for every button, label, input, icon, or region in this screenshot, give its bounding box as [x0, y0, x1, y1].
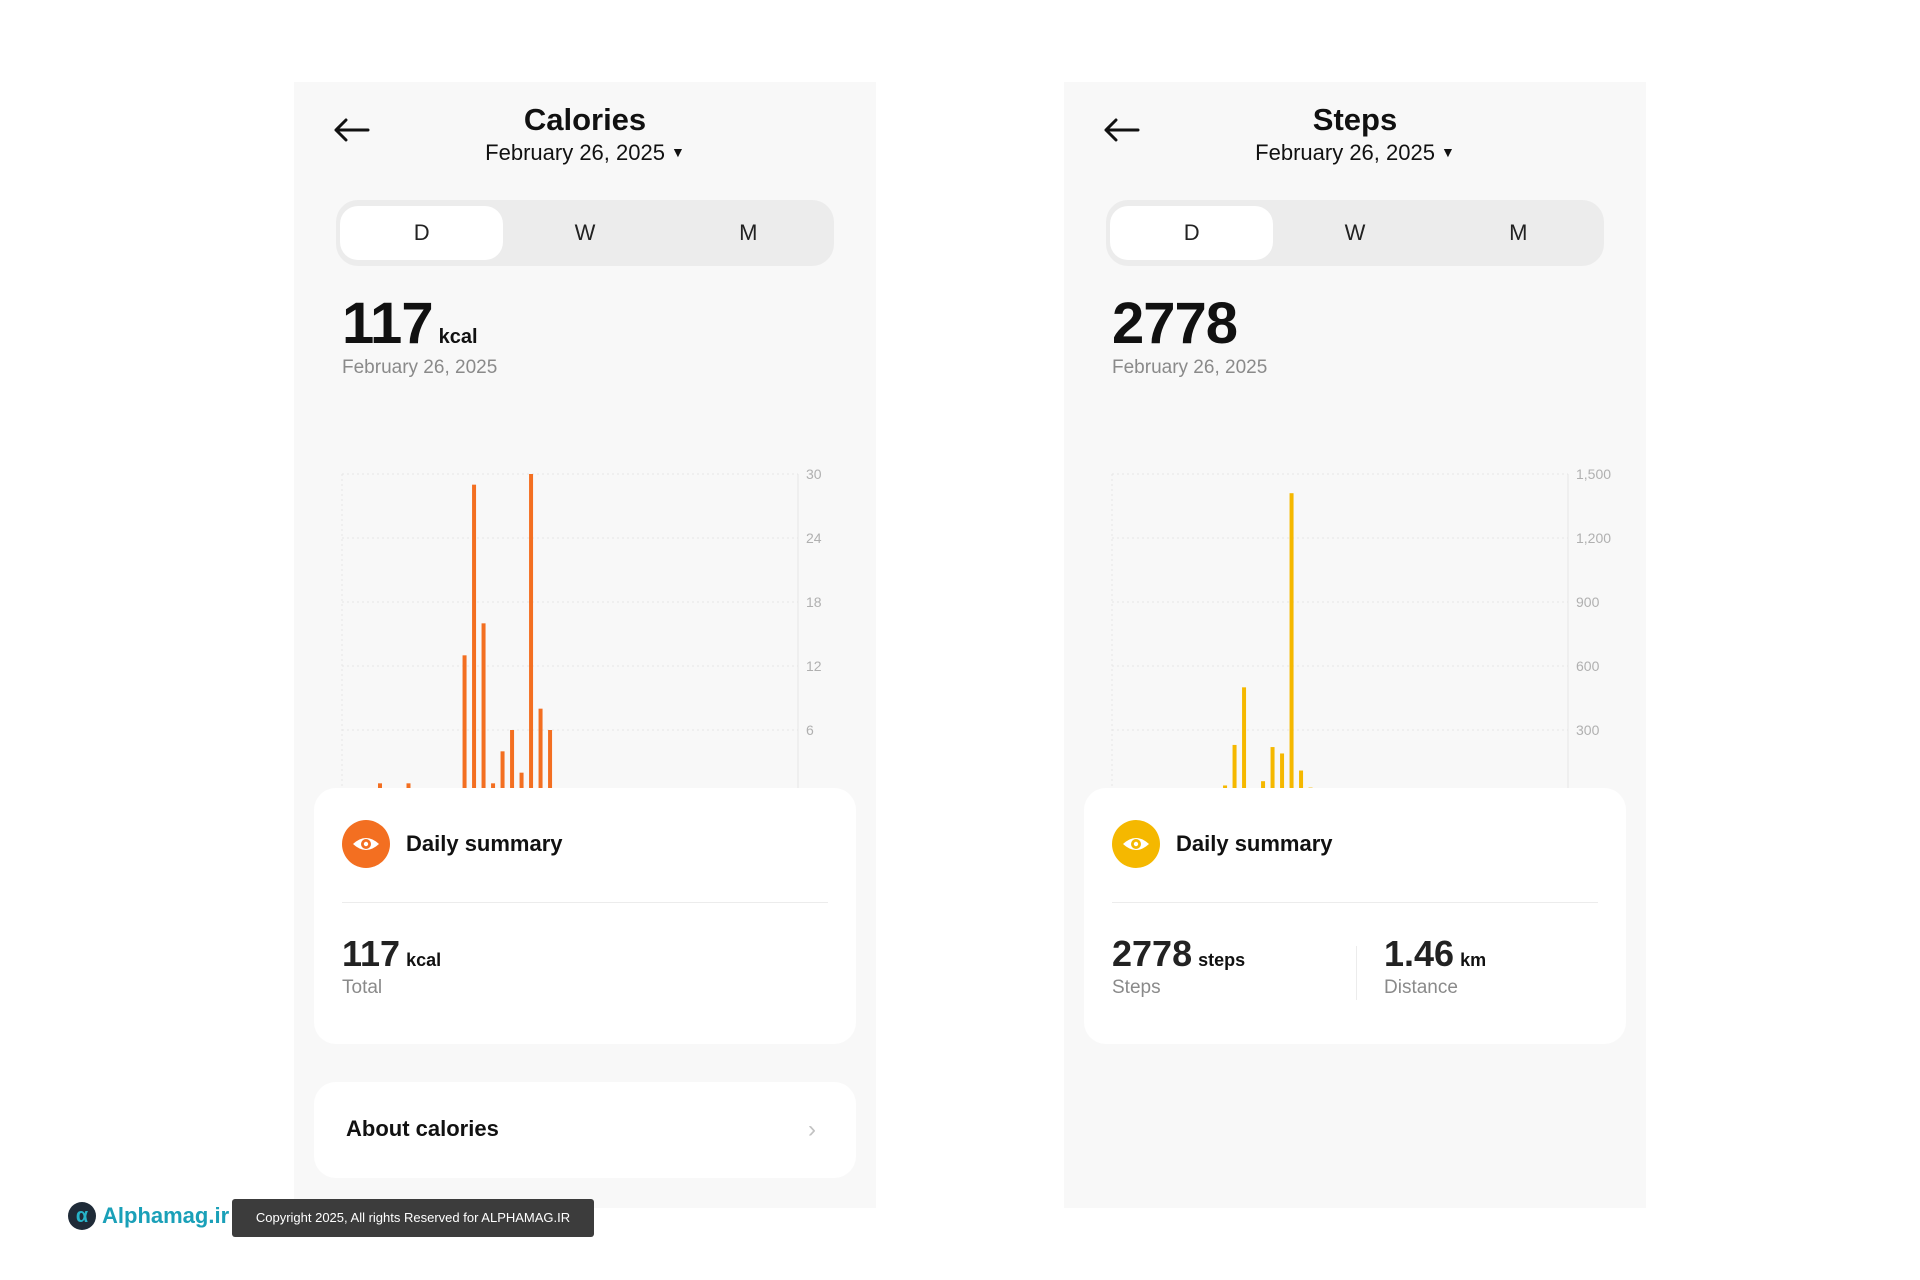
copyright-banner: Copyright 2025, All rights Reserved for … — [232, 1199, 594, 1237]
divider — [1112, 902, 1598, 903]
eye-icon — [1112, 820, 1160, 868]
y-tick-label: 600 — [1576, 658, 1600, 674]
caret-down-icon: ▼ — [670, 144, 685, 160]
tab-day[interactable]: D — [1110, 206, 1274, 260]
calories-screen: Calories February 26, 2025 ▼ D W M 117 kca… — [294, 82, 876, 1208]
y-tick-label: 30 — [806, 466, 822, 482]
steps-value: 2778 — [1112, 291, 1238, 356]
calories-unit: kcal — [438, 326, 478, 348]
chevron-right-icon: › — [808, 1116, 816, 1143]
chart-bar — [529, 474, 534, 794]
steps-screen: Steps February 26, 2025 ▼ D W M 2778 Febr… — [1064, 82, 1646, 1208]
date-selector-label: February 26, 2025 — [485, 140, 665, 165]
chart-bar — [1261, 781, 1266, 794]
steps-total: 2778 — [1112, 290, 1238, 357]
daily-summary-card: Daily summary 117 kcal Total — [314, 788, 856, 1044]
steps-chart: 03006009001,2001,50000:0006:0012:0018:00… — [1111, 466, 1611, 828]
about-calories-label: About calories — [346, 1116, 499, 1141]
about-calories-row[interactable]: About calories › — [314, 1082, 856, 1178]
arrow-left-icon — [334, 118, 370, 142]
total-value: 117 — [342, 933, 401, 974]
eye-icon — [342, 820, 390, 868]
date-selector[interactable]: February 26, 2025 ▼ — [1064, 140, 1646, 166]
steps-value-date: February 26, 2025 — [1112, 357, 1268, 378]
daily-summary-card: Daily summary 2778 steps Steps 1.46 km Dis… — [1084, 788, 1626, 1044]
chart-bar — [472, 484, 477, 794]
chart-bar — [1270, 747, 1275, 794]
y-tick-label: 18 — [806, 594, 822, 610]
chart-bar — [1299, 770, 1304, 794]
alpha-logo-icon: α — [68, 1202, 96, 1230]
logo-text: Alphamag.ir — [102, 1203, 230, 1228]
y-tick-label: 900 — [1576, 594, 1600, 610]
total-unit: kcal — [406, 950, 442, 970]
calories-chart: 061218243000:0006:0012:0018:0000:00 — [341, 466, 822, 828]
alphamag-logo: α Alphamag.ir — [68, 1202, 229, 1230]
date-selector-label: February 26, 2025 — [1255, 140, 1435, 165]
arrow-left-icon — [1104, 118, 1140, 142]
y-tick-label: 300 — [1576, 722, 1600, 738]
back-button[interactable] — [1100, 110, 1148, 150]
chart-bar — [1280, 753, 1285, 794]
chart-bar — [510, 730, 515, 794]
y-tick-label: 12 — [806, 658, 822, 674]
distance-unit: km — [1460, 950, 1487, 970]
y-tick-label: 6 — [806, 722, 814, 738]
chart-bar — [538, 708, 543, 794]
total-label: Total — [342, 977, 383, 998]
calories-value-date: February 26, 2025 — [342, 357, 498, 378]
y-tick-label: 24 — [806, 530, 822, 546]
distance-stat: 1.46 km Distance — [1384, 933, 1486, 999]
date-selector[interactable]: February 26, 2025 ▼ — [294, 140, 876, 166]
steps-stat: 2778 steps Steps — [1112, 933, 1245, 999]
distance-label: Distance — [1384, 977, 1458, 998]
chart-bar — [548, 730, 553, 794]
chart-bar — [462, 655, 467, 794]
chart-bar — [1242, 687, 1247, 794]
y-tick-label: 1,500 — [1576, 466, 1611, 482]
divider — [342, 902, 828, 903]
tab-month[interactable]: M — [739, 220, 758, 245]
page-title: Calories — [523, 102, 647, 137]
period-tabs: D W M — [336, 200, 834, 266]
steps-stat-value: 2778 — [1112, 933, 1193, 974]
y-tick-label: 1,200 — [1576, 530, 1611, 546]
summary-title: Daily summary — [406, 831, 563, 856]
tab-day[interactable]: D — [340, 206, 504, 260]
chart-bar — [481, 623, 486, 794]
total-stat: 117 kcal Total — [342, 933, 441, 999]
divider — [1356, 946, 1357, 1000]
summary-title: Daily summary — [1176, 831, 1333, 856]
steps-stat-unit: steps — [1198, 950, 1246, 970]
tab-week[interactable]: W — [574, 220, 596, 245]
chart-bar — [1289, 493, 1294, 794]
period-tabs: D W M — [1106, 200, 1604, 266]
chart-bar — [500, 751, 505, 794]
steps-stat-label: Steps — [1112, 977, 1161, 998]
chart-bar — [1232, 744, 1237, 794]
page-title: Steps — [1312, 102, 1398, 137]
calories-value: 117 — [342, 291, 434, 356]
tab-month[interactable]: M — [1509, 220, 1528, 245]
tab-week[interactable]: W — [1344, 220, 1366, 245]
calories-total: 117 kcal — [342, 290, 478, 357]
caret-down-icon: ▼ — [1440, 144, 1455, 160]
distance-value: 1.46 — [1384, 933, 1455, 974]
back-button[interactable] — [330, 110, 378, 150]
chart-bar — [519, 772, 524, 794]
